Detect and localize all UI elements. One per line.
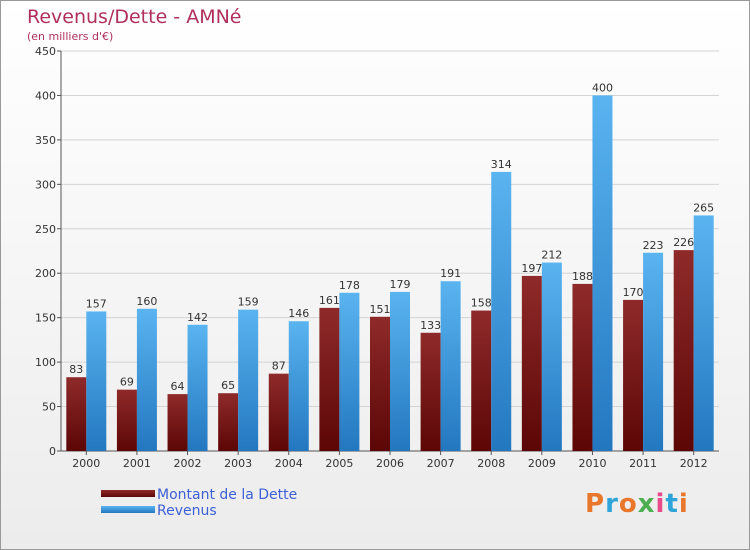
bar-revenus bbox=[693, 215, 714, 451]
bar-debt bbox=[268, 373, 289, 451]
x-tick-label: 2007 bbox=[427, 457, 455, 470]
bar-debt bbox=[167, 394, 188, 451]
data-label: 87 bbox=[272, 360, 286, 373]
bar-revenus bbox=[288, 321, 309, 451]
data-label: 160 bbox=[136, 295, 157, 308]
logo-letter: i bbox=[678, 489, 689, 519]
bar-revenus bbox=[440, 281, 461, 451]
y-tick-label: 200 bbox=[35, 267, 56, 280]
data-label: 159 bbox=[238, 296, 259, 309]
y-tick-label: 150 bbox=[35, 312, 56, 325]
y-tick-label: 100 bbox=[35, 356, 56, 369]
data-label: 157 bbox=[86, 297, 107, 310]
y-tick-label: 350 bbox=[35, 134, 56, 147]
logo-letter: i bbox=[655, 489, 666, 519]
logo-letter: P bbox=[585, 489, 606, 519]
bar-debt bbox=[572, 283, 593, 451]
logo-letter: x bbox=[637, 489, 656, 519]
data-label: 179 bbox=[390, 278, 411, 291]
bar-revenus bbox=[86, 311, 107, 451]
data-labels: 83 157 69 160 64 142 65 159 87 146 161 178 151 179 133… bbox=[69, 81, 714, 393]
legend-swatch-revenus bbox=[101, 506, 155, 513]
bar-revenus bbox=[136, 308, 157, 451]
bar-revenus bbox=[643, 252, 664, 451]
x-tick-label: 2008 bbox=[477, 457, 505, 470]
x-tick-label: 2011 bbox=[629, 457, 657, 470]
bars bbox=[66, 95, 714, 451]
data-label: 146 bbox=[288, 307, 309, 320]
data-label: 64 bbox=[171, 380, 185, 393]
x-tick-label: 2001 bbox=[123, 457, 151, 470]
bar-revenus bbox=[592, 95, 613, 451]
data-label: 142 bbox=[187, 311, 208, 324]
data-label: 133 bbox=[420, 319, 441, 332]
bar-debt bbox=[116, 389, 137, 451]
bar-debt bbox=[521, 275, 542, 451]
bar-revenus bbox=[238, 309, 259, 451]
logo-letter: t bbox=[665, 489, 679, 519]
bar-revenus bbox=[187, 324, 208, 451]
data-label: 265 bbox=[693, 201, 714, 214]
bar-debt bbox=[471, 310, 492, 451]
data-label: 158 bbox=[471, 297, 492, 310]
x-tick-label: 2004 bbox=[275, 457, 303, 470]
logo-letter: r bbox=[605, 489, 619, 519]
x-tick-label: 2005 bbox=[325, 457, 353, 470]
bar-debt bbox=[218, 393, 239, 451]
x-tick-label: 2003 bbox=[224, 457, 252, 470]
x-tick-label: 2002 bbox=[174, 457, 202, 470]
axes: 0 50 100 150 200 250 300 350 400 450 2000 2001 2002 2… bbox=[35, 45, 719, 470]
data-label: 83 bbox=[69, 363, 83, 376]
bar-revenus bbox=[491, 171, 512, 451]
legend-swatch-debt bbox=[101, 490, 155, 497]
data-label: 197 bbox=[521, 262, 542, 275]
proxiti-logo: Proxiti bbox=[585, 489, 689, 519]
bar-debt bbox=[623, 299, 644, 451]
data-label: 161 bbox=[319, 294, 340, 307]
legend-label-debt: Montant de la Dette bbox=[157, 487, 298, 503]
data-label: 223 bbox=[643, 239, 664, 252]
data-label: 314 bbox=[491, 158, 512, 171]
data-label: 151 bbox=[370, 303, 391, 316]
y-tick-label: 300 bbox=[35, 178, 56, 191]
legend-label-revenus: Revenus bbox=[157, 503, 217, 519]
data-label: 212 bbox=[541, 249, 562, 262]
data-label: 188 bbox=[572, 270, 593, 283]
bar-revenus bbox=[390, 291, 410, 451]
y-tick-label: 450 bbox=[35, 45, 56, 58]
y-tick-label: 50 bbox=[42, 401, 56, 414]
bar-debt bbox=[319, 307, 340, 451]
x-tick-label: 2006 bbox=[376, 457, 404, 470]
logo-letter: o bbox=[618, 489, 638, 519]
x-tick-label: 2010 bbox=[578, 457, 606, 470]
data-label: 226 bbox=[673, 236, 694, 249]
bar-debt bbox=[673, 250, 694, 451]
y-tick-label: 0 bbox=[49, 445, 56, 458]
data-label: 191 bbox=[440, 267, 461, 280]
data-label: 65 bbox=[221, 379, 235, 392]
bar-debt bbox=[420, 332, 441, 451]
chart-subtitle: (en milliers d'€) bbox=[27, 30, 114, 43]
data-label: 170 bbox=[623, 286, 644, 299]
chart-title: Revenus/Dette - AMNé bbox=[27, 6, 242, 28]
bar-revenus bbox=[541, 262, 562, 451]
x-tick-label: 2009 bbox=[528, 457, 556, 470]
bar-revenus bbox=[339, 292, 360, 451]
x-tick-label: 2000 bbox=[72, 457, 100, 470]
data-label: 69 bbox=[120, 376, 134, 389]
bar-debt bbox=[370, 316, 390, 451]
y-tick-label: 250 bbox=[35, 223, 56, 236]
x-tick-label: 2012 bbox=[680, 457, 708, 470]
data-label: 178 bbox=[339, 279, 360, 292]
data-label: 400 bbox=[592, 81, 613, 94]
bar-debt bbox=[66, 377, 87, 451]
y-tick-label: 400 bbox=[35, 89, 56, 102]
